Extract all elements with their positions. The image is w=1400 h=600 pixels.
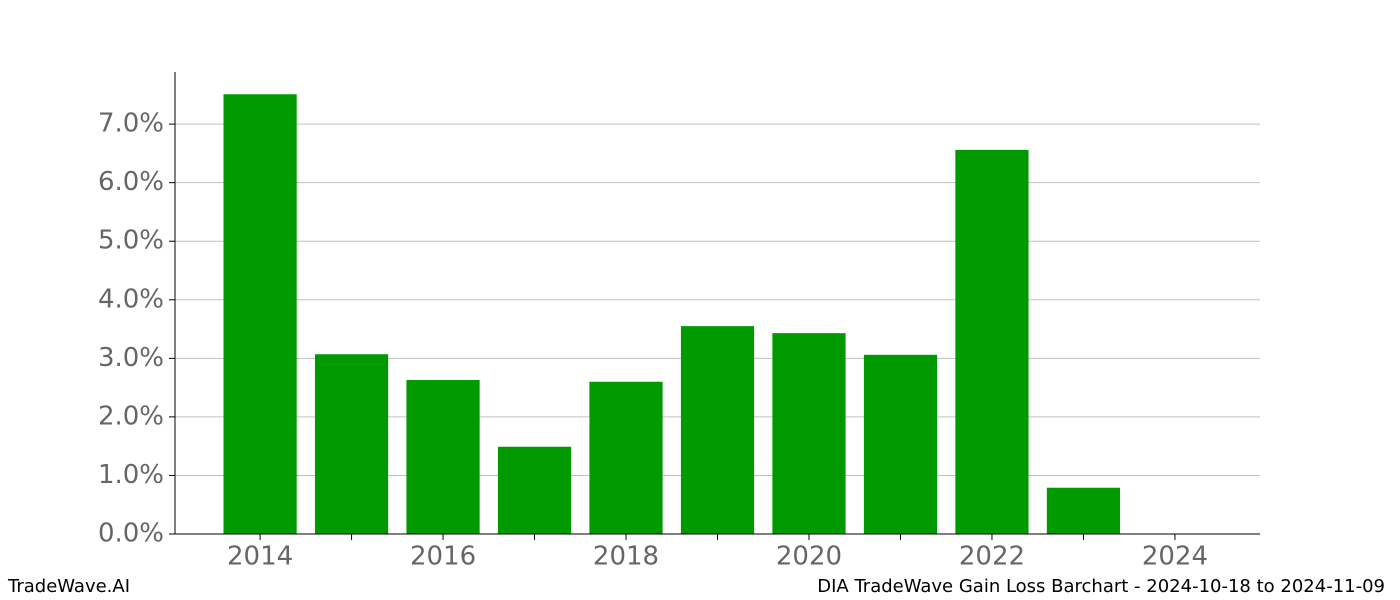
y-tick-label: 2.0% (98, 401, 164, 431)
y-tick-label: 1.0% (98, 460, 164, 490)
x-tick-label: 2014 (227, 542, 293, 572)
y-tick-label: 5.0% (98, 226, 164, 256)
x-tick-label: 2024 (1142, 542, 1208, 572)
y-tick-label: 0.0% (98, 519, 164, 549)
bar (314, 354, 389, 534)
y-tick-label: 4.0% (98, 284, 164, 314)
y-tick-label: 6.0% (98, 167, 164, 197)
bar (589, 381, 663, 534)
x-tick-label: 2022 (959, 542, 1025, 572)
bar (223, 94, 297, 535)
bar (680, 326, 755, 534)
bar (1046, 487, 1121, 534)
source-label: TradeWave.AI (7, 576, 130, 597)
x-tick-label: 2016 (410, 542, 476, 572)
bar (497, 446, 572, 534)
y-tick-label: 7.0% (98, 109, 164, 139)
chart-title: DIA TradeWave Gain Loss Barchart - 2024-… (817, 576, 1385, 597)
bar (863, 354, 938, 534)
bar (406, 380, 480, 534)
x-tick-label: 2018 (593, 542, 659, 572)
y-tick-label: 3.0% (98, 343, 164, 373)
bar (772, 333, 846, 534)
bar (955, 149, 1029, 534)
x-tick-label: 2020 (776, 542, 842, 572)
